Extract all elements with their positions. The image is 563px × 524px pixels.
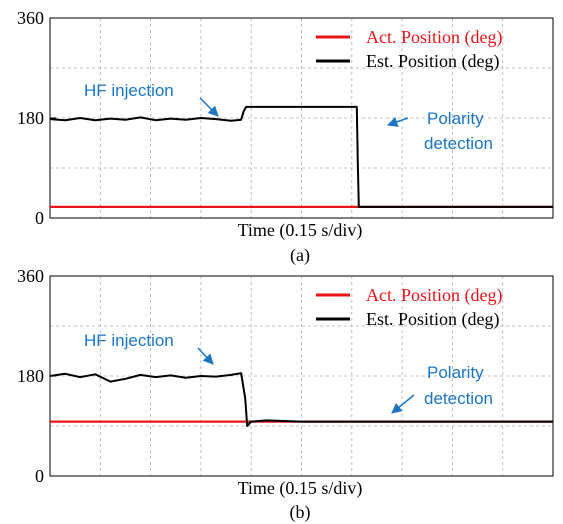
annotation-arrow-polarity-b <box>391 394 415 414</box>
annotation-hf-injection-b: HF injection <box>84 331 174 350</box>
y-tick-label: 360 <box>17 266 44 286</box>
legend-b: Act. Position (deg) Est. Position (deg) <box>316 285 503 330</box>
annotation-detection-a: detection <box>424 134 493 153</box>
annotation-hf-injection-a: HF injection <box>84 81 174 100</box>
x-axis-label-a: Time (0.15 s/div) <box>238 220 363 241</box>
annotation-polarity-a: Polarity <box>427 109 484 128</box>
series-line-estimated-position <box>49 105 553 208</box>
series-group-b <box>49 372 553 427</box>
x-axis-label-b: Time (0.15 s/div) <box>238 478 363 499</box>
y-tick-label: 0 <box>35 466 44 486</box>
panel-caption-a: (a) <box>290 245 310 266</box>
legend-label-actual-b: Act. Position (deg) <box>366 285 503 306</box>
series-group-a <box>49 105 553 208</box>
y-tick-label: 180 <box>17 108 44 128</box>
y-tick-label: 0 <box>35 208 44 228</box>
legend-label-actual-a: Act. Position (deg) <box>366 27 503 48</box>
annotation-arrow-polarity-a <box>387 116 409 127</box>
y-tick-label: 360 <box>17 8 44 28</box>
legend-label-estimated-a: Est. Position (deg) <box>366 51 500 72</box>
annotation-detection-b: detection <box>424 389 493 408</box>
y-ticks-b: 0 180 360 <box>17 266 56 486</box>
panel-a: 0 180 360 Act. Position (deg) Est. Positio… <box>17 8 554 266</box>
y-ticks-a: 0 180 360 <box>17 8 56 228</box>
legend-a: Act. Position (deg) Est. Position (deg) <box>316 27 503 72</box>
legend-label-estimated-b: Est. Position (deg) <box>366 309 500 330</box>
panel-caption-b: (b) <box>290 502 311 523</box>
annotation-arrow-hf-a <box>199 97 219 117</box>
y-tick-label: 180 <box>17 366 44 386</box>
annotation-polarity-b: Polarity <box>427 363 484 382</box>
series-line-estimated-position <box>49 372 553 427</box>
panel-b: 0 180 360 Act. Position (deg) Est. Positio… <box>17 266 554 523</box>
annotation-arrow-hf-b <box>197 347 214 365</box>
